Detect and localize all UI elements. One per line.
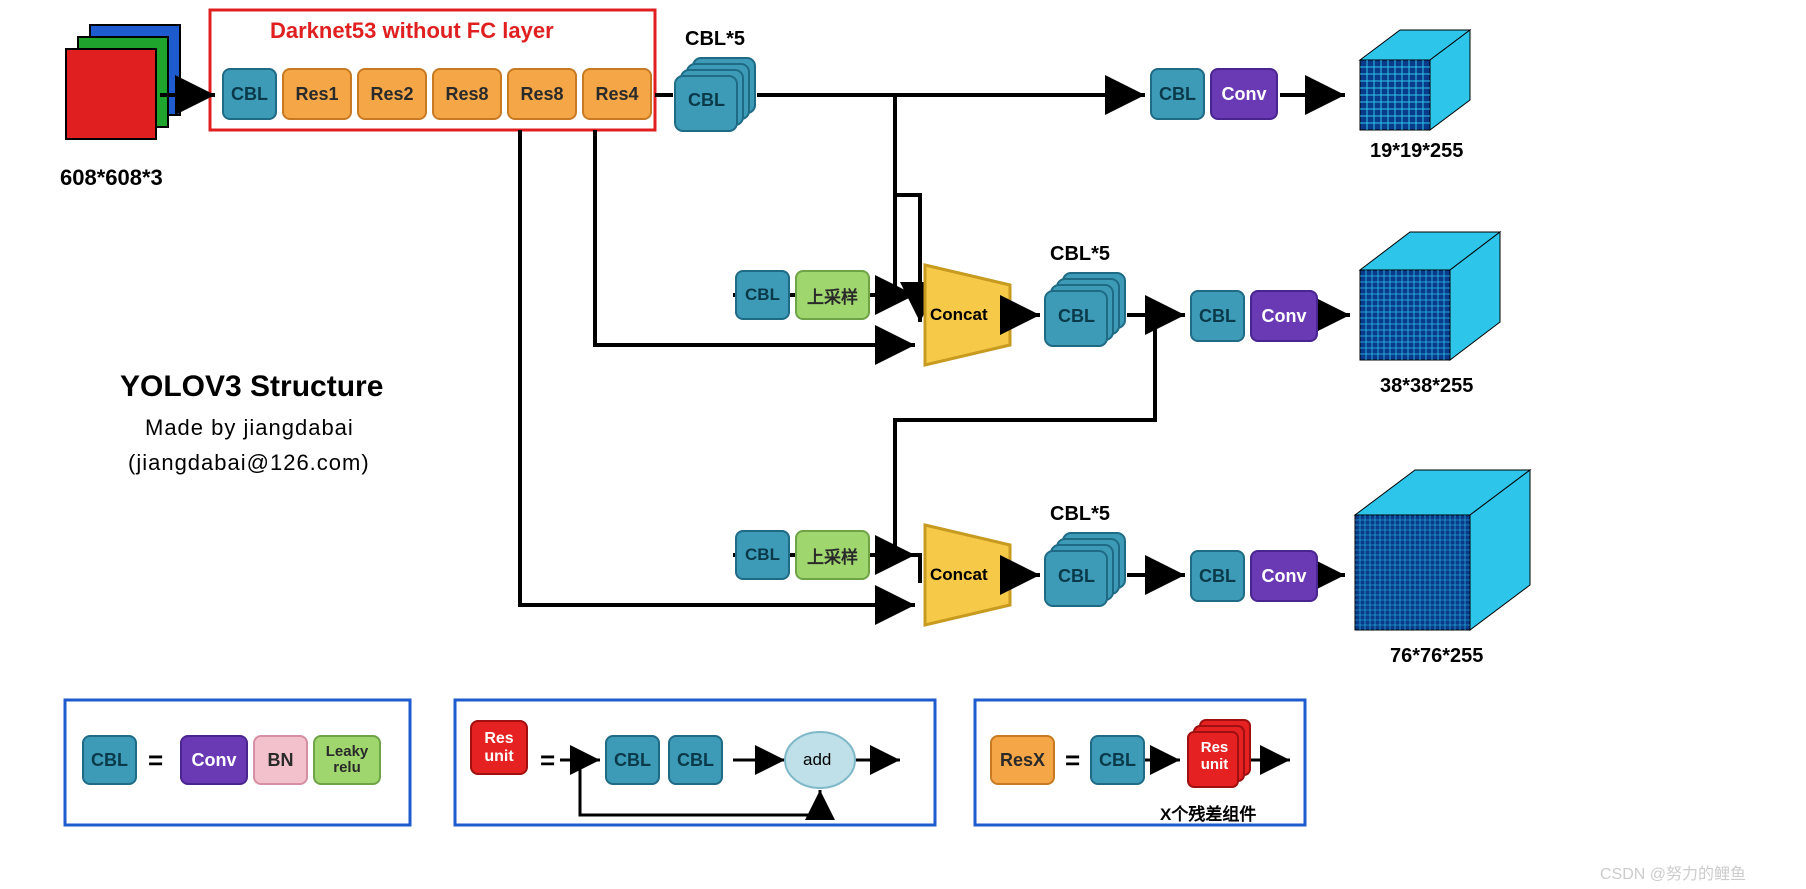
res4-block: Res4 [582, 68, 652, 120]
out2-label: 38*38*255 [1380, 375, 1473, 398]
cbl5-text-top: CBL [688, 90, 725, 111]
output-cube-2 [1360, 232, 1500, 360]
legend-add: add [803, 750, 831, 770]
legend-leaky: Leaky relu [313, 735, 381, 785]
conv-out3: Conv [1250, 550, 1318, 602]
cbl-out1: CBL [1150, 68, 1205, 120]
legend-eq3: = [1065, 745, 1080, 776]
input-cube [66, 25, 180, 139]
cbl-out2: CBL [1190, 290, 1245, 342]
cbl-out3: CBL [1190, 550, 1245, 602]
res8b-block: Res8 [507, 68, 577, 120]
res1-block: Res1 [282, 68, 352, 120]
legend-resunit: Res unit [470, 720, 528, 775]
cbl5-label-mid: CBL*5 [1050, 243, 1110, 266]
cbl-bot: CBL [735, 530, 790, 580]
cbl5-text-bot: CBL [1058, 566, 1095, 587]
legend3-cbl: CBL [1090, 735, 1145, 785]
legend-bn: BN [253, 735, 308, 785]
legend2-cbl1: CBL [605, 735, 660, 785]
legend-eq1: = [148, 745, 163, 776]
legend-conv: Conv [180, 735, 248, 785]
conv-out1: Conv [1210, 68, 1278, 120]
upsample-bot: 上采样 [795, 530, 870, 580]
legend2-cbl2: CBL [668, 735, 723, 785]
res8a-block: Res8 [432, 68, 502, 120]
legend-eq2: = [540, 745, 555, 776]
legend-cbl: CBL [82, 735, 137, 785]
subtitle2: (jiangdabai@126.com) [128, 450, 370, 476]
res2-block: Res2 [357, 68, 427, 120]
cbl5-text-mid: CBL [1058, 306, 1095, 327]
cbl-block-darknet: CBL [222, 68, 277, 120]
out3-label: 76*76*255 [1390, 645, 1483, 668]
darknet-title: Darknet53 without FC layer [270, 18, 554, 44]
watermark: CSDN @努力的鲤鱼 [1600, 860, 1746, 884]
cbl5-label-bot: CBL*5 [1050, 503, 1110, 526]
title: YOLOV3 Structure [120, 370, 383, 404]
legend-resx-caption: X个残差组件 [1160, 800, 1256, 825]
concat-mid-text: Concat [930, 305, 988, 325]
legend-resx: ResX [990, 735, 1055, 785]
cbl-mid: CBL [735, 270, 790, 320]
output-cube-3 [1355, 470, 1530, 630]
input-label: 608*608*3 [60, 165, 163, 191]
output-cube-1 [1360, 30, 1470, 130]
out1-label: 19*19*255 [1370, 140, 1463, 163]
upsample-mid: 上采样 [795, 270, 870, 320]
conv-out2: Conv [1250, 290, 1318, 342]
concat-bot-text: Concat [930, 565, 988, 585]
subtitle1: Made by jiangdabai [145, 415, 354, 441]
cbl5-label-top: CBL*5 [685, 28, 745, 51]
legend3-resunit-text: Res unit [1192, 740, 1237, 773]
